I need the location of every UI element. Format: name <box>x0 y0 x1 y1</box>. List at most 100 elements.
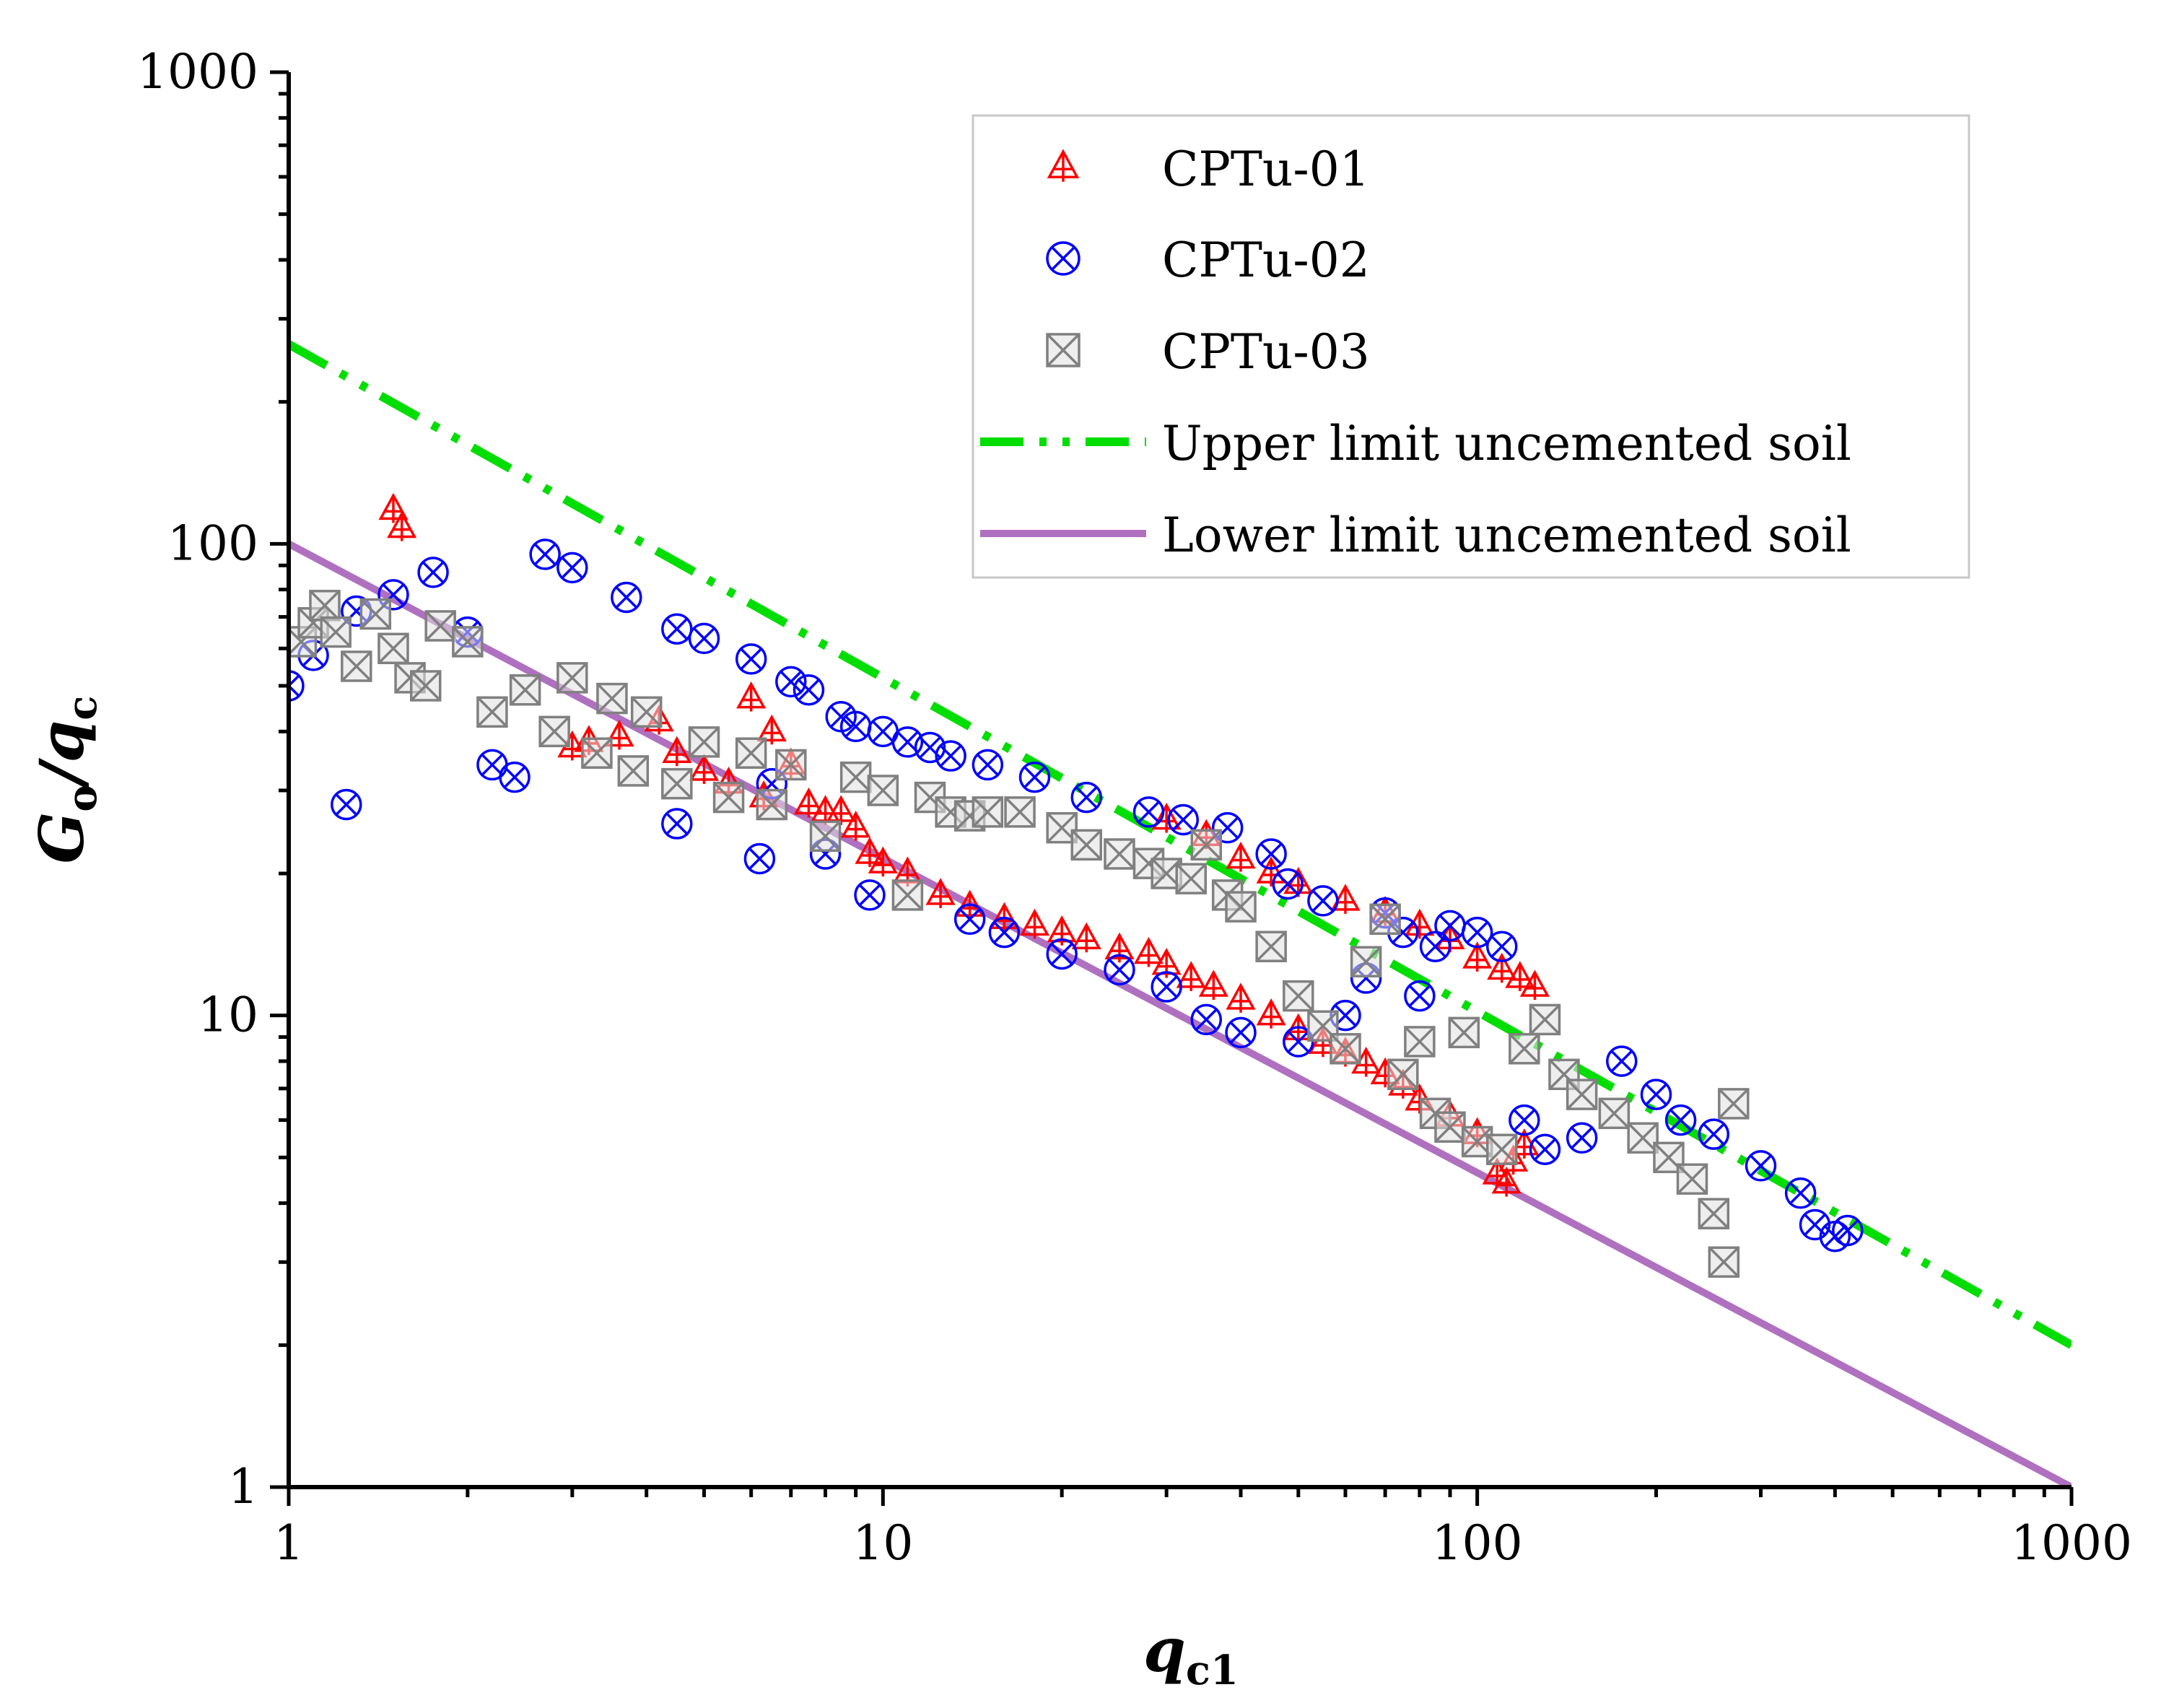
data-point-circle-x <box>1104 954 1135 986</box>
x-b-marker <box>410 670 441 702</box>
circle-marker <box>1461 916 1493 949</box>
circle-marker <box>793 674 825 706</box>
data-point-square-x <box>1448 1016 1480 1049</box>
data-point-circle-x <box>1167 803 1199 836</box>
x-b-marker <box>320 616 352 648</box>
x-b-marker <box>1698 1198 1729 1229</box>
circle-marker <box>972 749 1004 781</box>
x-b-marker <box>665 812 689 835</box>
x-b-marker <box>1108 959 1131 981</box>
x-b-marker <box>1260 842 1283 866</box>
data-point-triangle-plus <box>1330 884 1361 914</box>
x-b-marker <box>1571 1127 1593 1149</box>
data-point-triangle-plus <box>662 736 692 767</box>
data-point-square-x <box>735 737 767 769</box>
data-point-square-x <box>409 670 442 702</box>
data-point-square-x <box>1598 1097 1630 1130</box>
x-b-marker <box>1155 975 1178 998</box>
data-point-circle-x <box>891 726 924 758</box>
x-b-marker <box>689 726 720 758</box>
data-point-square-x <box>1698 1198 1730 1229</box>
x-b-marker <box>1350 946 1381 977</box>
circle-marker <box>1225 1016 1257 1049</box>
data-point-square-x <box>1225 891 1257 923</box>
circle-marker <box>499 761 531 793</box>
x-b-marker <box>1138 801 1160 824</box>
data-point-square-x <box>341 650 372 682</box>
x-b-marker <box>939 744 962 767</box>
x-b-marker <box>858 884 881 907</box>
data-point-triangle-plus <box>1462 941 1493 972</box>
data-point-square-x <box>556 662 588 694</box>
data-point-circle-x <box>688 622 720 655</box>
x-b-marker <box>1708 1247 1739 1278</box>
data-point-triangle-plus <box>378 492 409 523</box>
data-point-square-x <box>424 610 456 642</box>
data-point-square-x <box>1708 1246 1740 1278</box>
x-b-marker <box>1387 1059 1419 1090</box>
data-point-circle-x <box>1018 761 1051 793</box>
circle-marker <box>1664 1104 1697 1136</box>
data-point-square-x <box>867 775 899 806</box>
x-b-marker <box>596 683 628 714</box>
data-point-triangle-plus <box>1226 841 1256 872</box>
data-point-square-x <box>377 632 409 665</box>
x-b-marker <box>756 789 787 820</box>
x-b-marker <box>538 716 570 747</box>
data-point-circle-x <box>661 808 693 840</box>
reference-lines <box>289 340 2071 1487</box>
legend-marker-square <box>1046 333 1080 367</box>
circle-marker <box>953 903 986 936</box>
data-point-square-x <box>688 726 720 758</box>
data-point-triangle-plus <box>1047 915 1077 946</box>
x-tick-label: 1 <box>274 1515 304 1571</box>
x-b-marker <box>1311 889 1335 912</box>
x-b-marker <box>1283 980 1314 1011</box>
data-point-triangle-plus <box>955 889 985 920</box>
circle-marker <box>1167 803 1199 836</box>
y-tick-label: 100 <box>167 515 258 571</box>
circle-marker <box>1046 938 1078 970</box>
x-b-marker <box>1392 921 1415 944</box>
x-b-marker <box>740 648 762 671</box>
data-point-circle-x <box>1529 1133 1561 1165</box>
x-axis-title: qc1 <box>1143 1614 1239 1694</box>
x-b-marker <box>1486 1133 1517 1165</box>
data-point-circle-x <box>1132 796 1165 828</box>
x-b-marker <box>1071 829 1102 860</box>
data-point-circle-x <box>743 842 776 875</box>
data-point-square-x <box>1404 1026 1436 1058</box>
circle-marker <box>935 740 966 772</box>
legend-box <box>972 114 1970 579</box>
data-point-circle-x <box>854 879 886 911</box>
circle-marker <box>1799 1208 1831 1241</box>
circle-marker <box>1190 1003 1223 1036</box>
data-point-circle-x <box>1566 1122 1598 1154</box>
x-b-marker <box>1176 863 1207 894</box>
data-point-triangle-plus <box>1519 970 1550 1001</box>
axes: 1 10 100 1000 1 10 100 1000 <box>137 44 2132 1571</box>
data-point-triangle-plus <box>925 878 956 908</box>
x-b-marker <box>993 921 1016 944</box>
x-b-marker <box>977 754 999 776</box>
data-point-circle-x <box>1664 1104 1697 1136</box>
legend-item-cptu-02: CPTu-02 <box>1046 232 1370 288</box>
data-point-triangle-plus <box>868 846 898 877</box>
series-1-points <box>289 539 1864 1252</box>
legend-label: CPTu-03 <box>1162 324 1370 380</box>
data-point-circle-x <box>1404 980 1436 1012</box>
data-point-triangle-plus <box>604 719 634 750</box>
circle-marker <box>1070 781 1103 814</box>
x-b-marker <box>424 610 456 642</box>
x-b-marker <box>618 755 649 787</box>
data-point-triangle-plus <box>1133 936 1164 967</box>
x-b-marker <box>972 796 1003 828</box>
x-b-marker <box>1334 1004 1357 1027</box>
circle-marker <box>1272 868 1304 900</box>
circle-marker <box>1104 954 1135 986</box>
x-b-marker <box>335 793 358 816</box>
circle-marker <box>377 579 409 611</box>
data-point-circle-x <box>935 740 966 772</box>
x-b-marker <box>1490 935 1513 958</box>
